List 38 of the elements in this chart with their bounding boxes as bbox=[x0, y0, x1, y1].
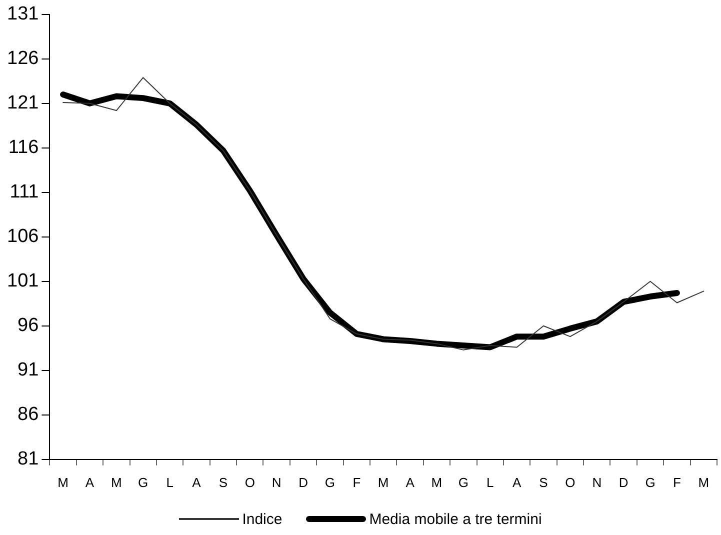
x-tick-label: A bbox=[406, 474, 415, 490]
x-tick-label: A bbox=[85, 474, 94, 490]
y-tick-label: 81 bbox=[18, 448, 39, 470]
x-tick-label: F bbox=[352, 474, 361, 490]
x-tick-label: A bbox=[512, 474, 522, 490]
x-tick-label: S bbox=[218, 474, 228, 490]
y-tick-label: 126 bbox=[7, 48, 39, 70]
x-tick-label: M bbox=[431, 474, 442, 490]
legend-label: Indice bbox=[242, 510, 282, 528]
x-tick-label: O bbox=[244, 474, 255, 490]
x-tick-label: L bbox=[166, 474, 174, 490]
x-tick-label: S bbox=[539, 474, 548, 490]
x-tick-label: O bbox=[565, 474, 576, 490]
y-tick-label: 121 bbox=[7, 92, 39, 114]
y-tick-label: 131 bbox=[7, 4, 39, 25]
x-tick-label: G bbox=[458, 474, 468, 490]
y-tick-label: 111 bbox=[10, 182, 39, 203]
x-tick-label: G bbox=[645, 474, 656, 490]
x-tick-label: D bbox=[618, 474, 628, 490]
y-tick-label: 116 bbox=[8, 137, 39, 158]
y-tick-label: 101 bbox=[7, 270, 39, 292]
x-tick-label: N bbox=[592, 474, 602, 490]
x-tick-label: G bbox=[324, 474, 336, 490]
x-tick-label: M bbox=[698, 474, 710, 490]
y-tick-label: 106 bbox=[7, 226, 39, 248]
x-tick-label: D bbox=[298, 474, 308, 490]
x-tick-label: L bbox=[486, 474, 494, 490]
x-tick-label: M bbox=[111, 474, 122, 490]
x-tick-label: M bbox=[378, 474, 389, 490]
y-tick-label: 96 bbox=[18, 315, 39, 336]
y-tick-label: 91 bbox=[18, 360, 39, 381]
x-tick-label: F bbox=[672, 474, 681, 490]
y-tick-label: 86 bbox=[18, 404, 39, 426]
legend-label: Media mobile a tre termini bbox=[369, 510, 542, 528]
x-tick-label: N bbox=[272, 474, 282, 490]
x-tick-label: M bbox=[58, 474, 68, 490]
x-tick-label: A bbox=[192, 474, 202, 490]
x-tick-label: G bbox=[138, 474, 148, 490]
